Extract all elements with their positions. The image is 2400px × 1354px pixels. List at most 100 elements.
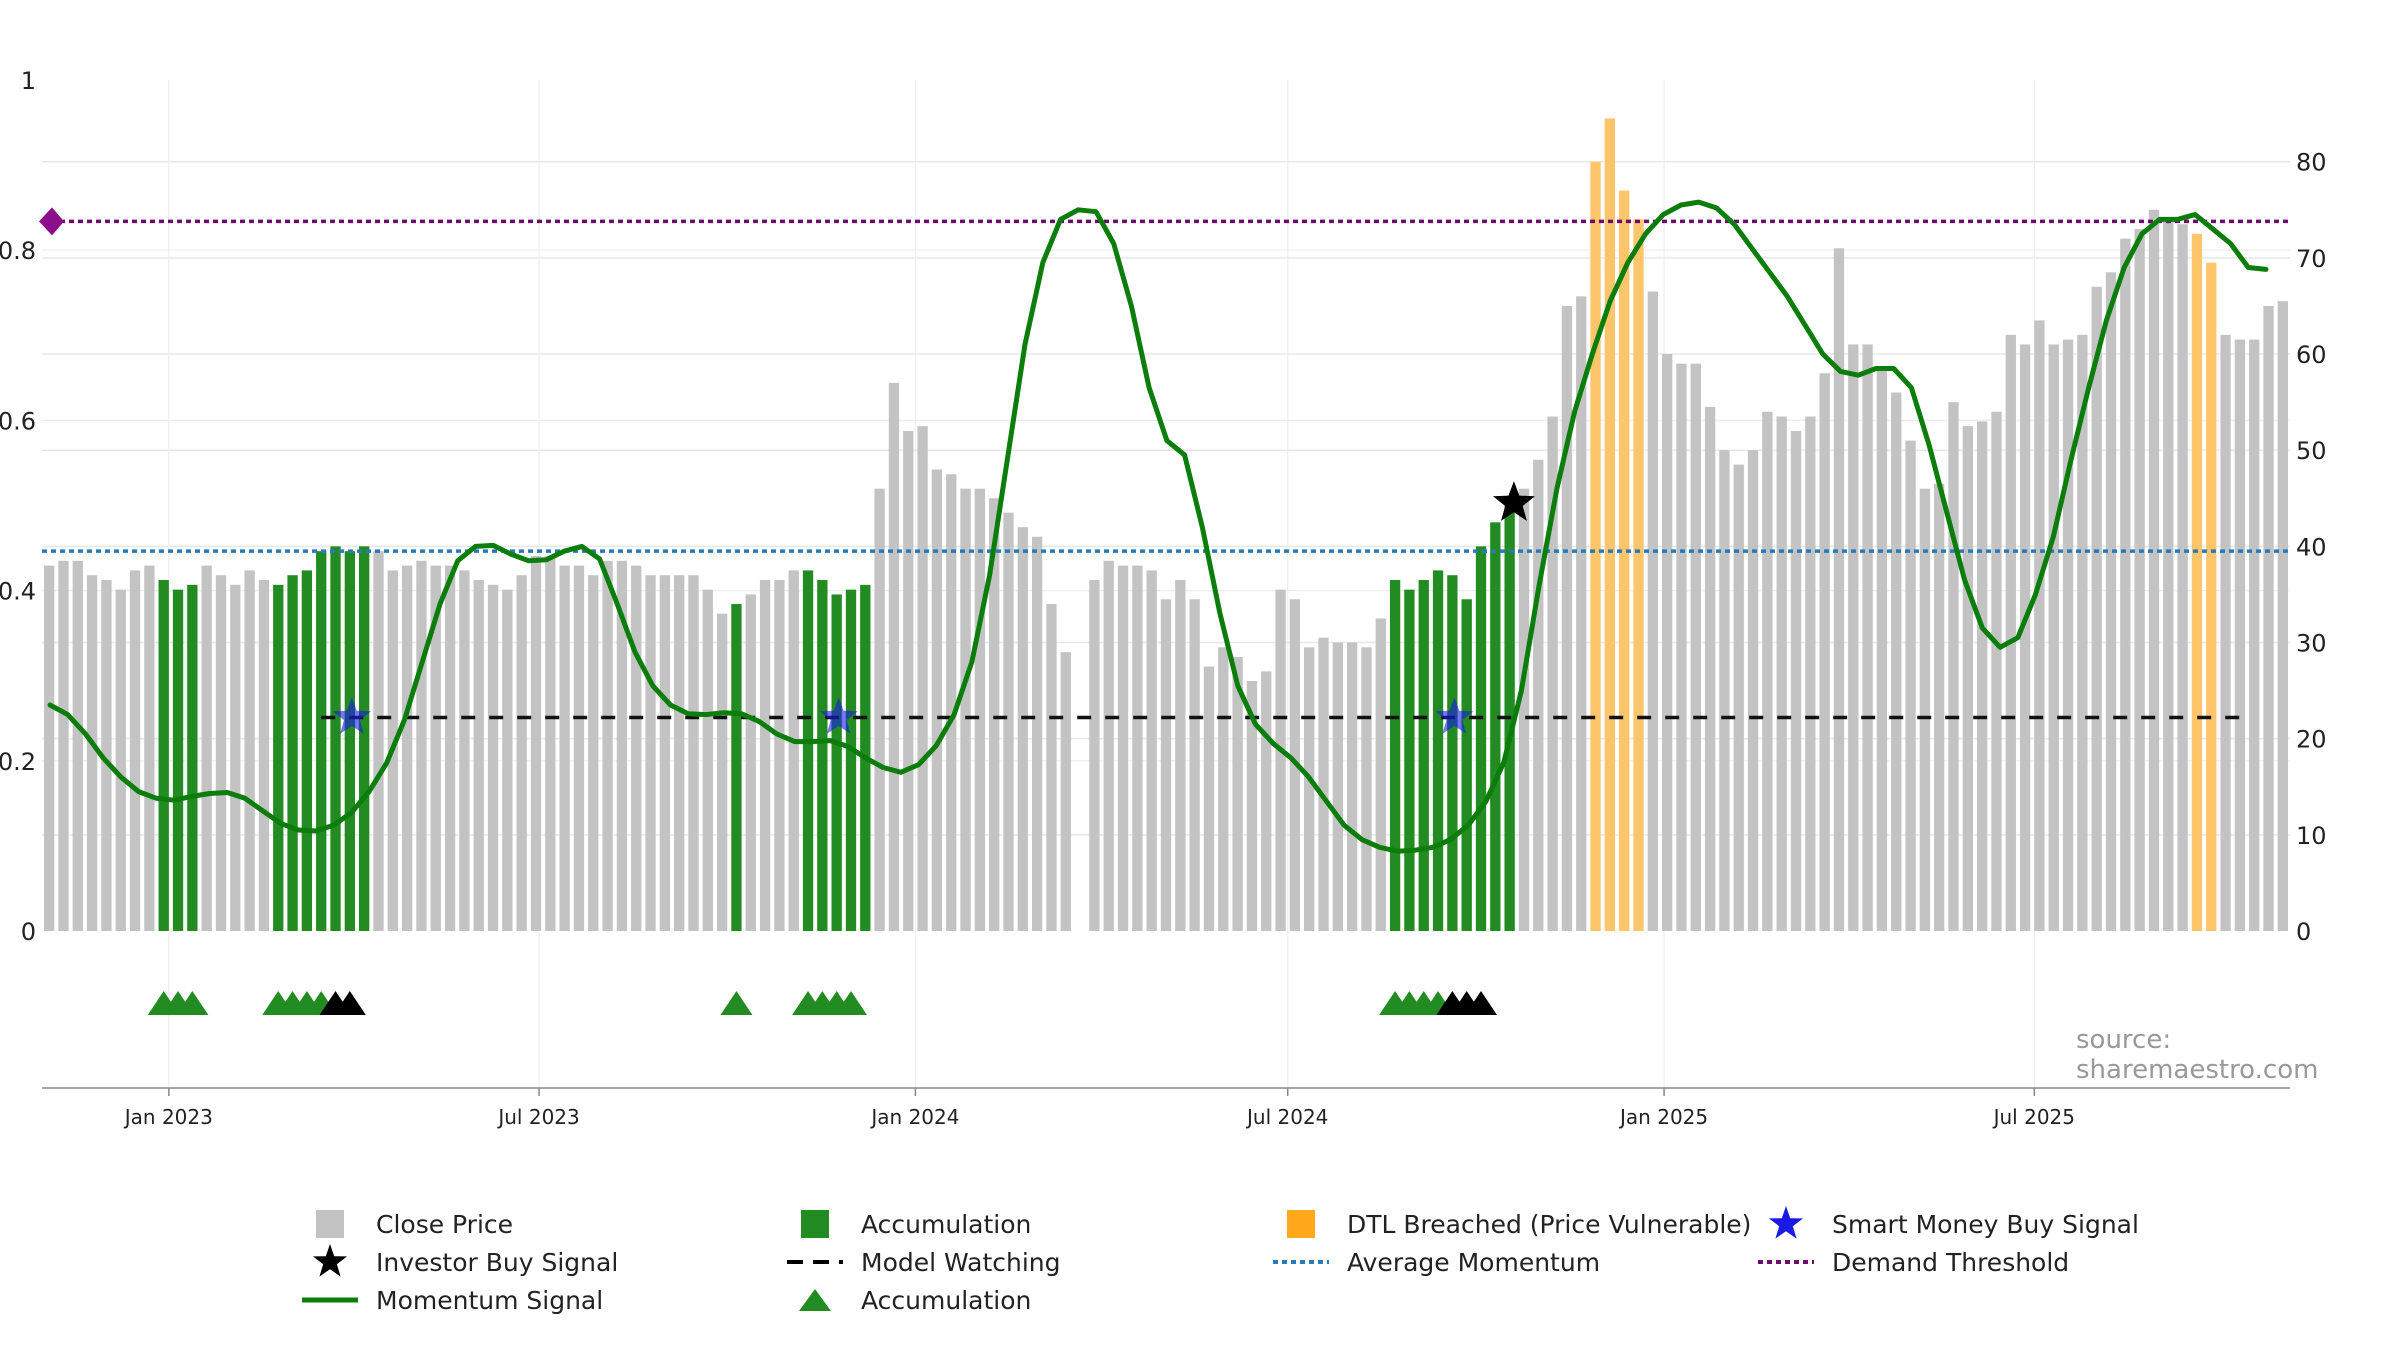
purple-dotted-icon <box>1756 1243 1816 1281</box>
close-bar <box>774 580 785 931</box>
close-bar <box>1819 373 1830 931</box>
close-bar <box>473 580 484 931</box>
close-bar <box>1218 647 1229 931</box>
right-axis-tick-label: 0 <box>2296 918 2311 946</box>
accumulation-triangle <box>834 991 867 1015</box>
close-bar <box>1676 363 1687 932</box>
accumulation-bar <box>802 570 814 931</box>
legend-label: Close Price <box>376 1209 514 1239</box>
watch-triangle <box>1465 991 1498 1015</box>
close-bar <box>2234 339 2246 932</box>
close-bar <box>989 498 1000 931</box>
legend-item-model-watching: Model Watching <box>785 1243 1061 1281</box>
close-bar <box>1891 392 1902 931</box>
close-bar <box>903 430 914 931</box>
close-bar <box>559 565 570 931</box>
close-bar <box>788 570 799 931</box>
close-bar <box>1547 416 1558 931</box>
close-bar <box>1690 363 1701 932</box>
close-bar <box>1934 483 1945 931</box>
close-bar <box>1175 580 1186 931</box>
left-axis-tick-label: 0.2 <box>0 748 36 776</box>
close-bar <box>2249 339 2260 932</box>
close-bar <box>2005 334 2016 931</box>
accumulation-bar <box>301 570 313 931</box>
legend-item-smart-money: Smart Money Buy Signal <box>1756 1205 2139 1243</box>
close-bar <box>44 565 55 931</box>
close-bar <box>659 575 671 931</box>
close-bar <box>1060 652 1071 931</box>
left-axis-tick-label: 0.4 <box>0 578 36 606</box>
close-bar <box>931 469 943 931</box>
accumulation-triangle <box>720 991 753 1015</box>
close-bar <box>1103 560 1114 931</box>
close-bar <box>888 382 900 931</box>
close-bar <box>1905 440 1916 931</box>
green-line-icon <box>300 1281 360 1319</box>
close-bar <box>1561 305 1573 931</box>
close-bar <box>373 551 384 931</box>
close-bar <box>201 565 212 931</box>
accumulation-bar <box>187 584 198 931</box>
close-bar <box>631 565 642 931</box>
legend-item-accumulation: Accumulation <box>785 1205 1031 1243</box>
legend-item-close-price: Close Price <box>300 1205 513 1243</box>
legend-item-demand-threshold: Demand Threshold <box>1756 1243 2069 1281</box>
close-bar <box>401 565 413 931</box>
close-bar <box>1089 580 1100 931</box>
accumulation-bar <box>1418 580 1429 931</box>
close-bar <box>1146 570 1157 931</box>
close-bar <box>1518 488 1530 931</box>
x-tick-label: Jan 2023 <box>123 1105 213 1129</box>
close-bar <box>459 570 470 931</box>
close-bar <box>2220 334 2231 931</box>
right-axis-tick-label: 60 <box>2296 341 2327 369</box>
smart-money-star <box>819 697 858 734</box>
legend-label: Momentum Signal <box>376 1285 604 1315</box>
x-tick-label: Jan 2024 <box>869 1105 959 1129</box>
close-bar <box>2177 224 2188 931</box>
close-bar <box>86 575 98 931</box>
close-bar <box>1346 642 1358 931</box>
close-bar <box>2105 272 2117 931</box>
close-bar <box>1976 421 1988 931</box>
momentum-line <box>47 199 2269 854</box>
close-bar <box>215 575 227 931</box>
legend-item-momentum-signal: Momentum Signal <box>300 1281 603 1319</box>
dtl-bar <box>1590 161 1601 931</box>
accumulation-bar <box>172 589 184 931</box>
legend-label: Accumulation <box>861 1209 1032 1239</box>
accumulation-bar <box>1475 546 1487 931</box>
close-bar <box>2019 344 2031 931</box>
right-axis-tick-label: 50 <box>2296 437 2327 465</box>
close-bar <box>2277 301 2288 932</box>
legend-label: Investor Buy Signal <box>376 1247 619 1277</box>
close-bar <box>2077 334 2088 931</box>
close-bar <box>1876 368 1888 931</box>
close-bar <box>1318 637 1329 931</box>
accumulation-bar <box>359 546 370 931</box>
green-triangle-icon <box>785 1281 845 1319</box>
accumulation-bar <box>1432 570 1444 931</box>
close-bar <box>616 560 628 931</box>
legend-label: Average Momentum <box>1347 1247 1601 1277</box>
legend-label: Model Watching <box>861 1247 1061 1277</box>
left-axis-tick-label: 0.6 <box>0 407 36 435</box>
close-bar <box>1304 647 1315 931</box>
accumulation-bar <box>1389 580 1401 931</box>
close-bar <box>1189 599 1200 931</box>
close-bar <box>416 560 427 931</box>
legend-item-dtl-breached: DTL Breached (Price Vulnerable) <box>1271 1205 1751 1243</box>
dtl-bar <box>1619 190 1630 932</box>
close-bar <box>1719 450 1730 931</box>
close-bar <box>58 560 69 931</box>
close-bar <box>1017 527 1028 931</box>
close-bar <box>258 580 270 931</box>
close-bar <box>1805 416 1816 931</box>
close-bar <box>144 565 155 931</box>
accumulation-bar <box>1404 589 1415 931</box>
legend-label: Demand Threshold <box>1832 1247 2070 1277</box>
legend-item-average-momentum: Average Momentum <box>1271 1243 1600 1281</box>
accumulation-bar <box>731 604 742 931</box>
close-bar <box>874 488 885 931</box>
